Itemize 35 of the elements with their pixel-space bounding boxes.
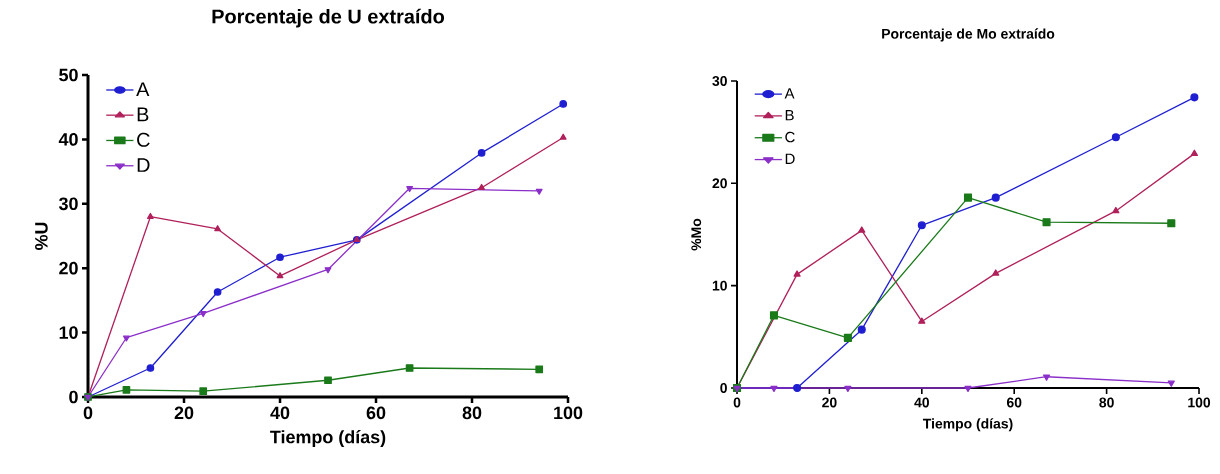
x-tick-label: 60 <box>366 406 386 420</box>
y-tick-label: 50 <box>59 68 78 82</box>
x-tick-label: 100 <box>554 406 583 420</box>
legend-label: B <box>137 107 149 122</box>
y-tick-label: 20 <box>59 261 78 275</box>
legend-label: C <box>137 132 150 147</box>
y-tick-label: 30 <box>712 76 727 86</box>
chart-title: Porcentaje de Mo extraído <box>882 28 1055 42</box>
x-tick-label: 20 <box>822 397 837 408</box>
x-tick-label: 80 <box>462 406 482 420</box>
x-tick-label: 80 <box>1099 397 1114 408</box>
x-axis-title: Tiempo (días) <box>270 430 386 447</box>
y-tick-label: 40 <box>58 133 78 146</box>
legend-label: A <box>136 82 150 97</box>
y-axis-title: %U <box>35 222 48 250</box>
y-tick-label: 30 <box>58 197 78 211</box>
chart-title: Porcentaje de U extraído <box>212 8 445 28</box>
legend-label: C <box>785 131 795 143</box>
x-tick-label: 60 <box>1006 397 1022 408</box>
x-tick-label: 0 <box>83 406 93 420</box>
x-axis-title: Tiempo (días) <box>922 418 1013 432</box>
y-axis-title: %Mo <box>691 218 702 251</box>
x-tick-label: 0 <box>733 397 741 408</box>
x-tick-label: 40 <box>914 397 929 408</box>
legend-label: B <box>785 110 794 121</box>
y-tick-label: 10 <box>712 280 727 291</box>
y-tick-label: 20 <box>712 178 727 189</box>
legend-label: D <box>785 153 795 164</box>
legend-label: A <box>784 88 795 99</box>
x-tick-label: 40 <box>270 406 290 420</box>
x-tick-label: 20 <box>174 406 194 420</box>
legend-label: D <box>137 158 150 172</box>
y-tick-label: 0 <box>720 383 727 393</box>
x-tick-label: 100 <box>1188 397 1211 408</box>
y-tick-label: 10 <box>59 326 78 339</box>
